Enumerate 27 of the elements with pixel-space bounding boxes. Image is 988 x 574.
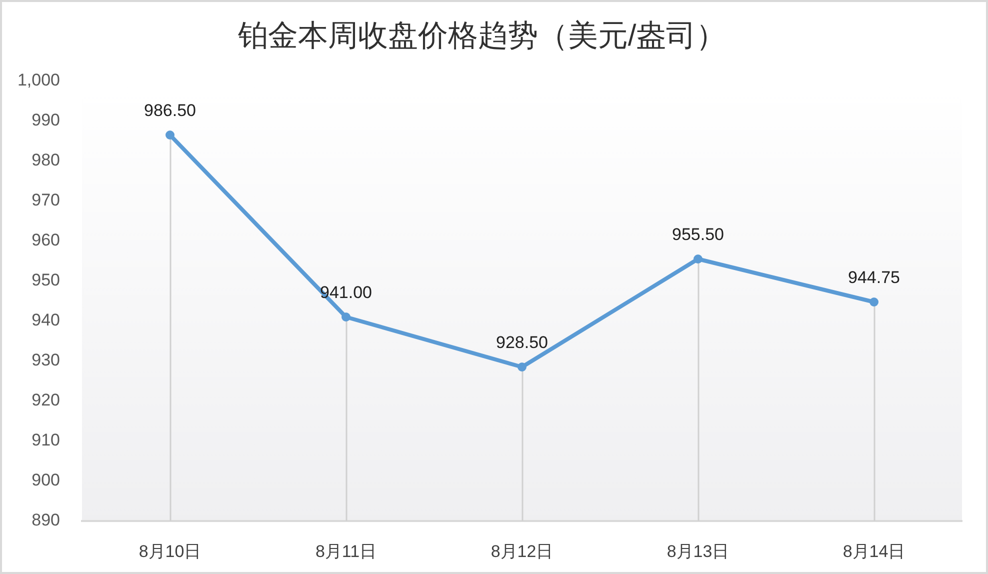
y-tick-label: 930 (32, 350, 60, 370)
x-tick-label: 8月12日 (490, 542, 554, 561)
y-tick-label: 890 (32, 510, 60, 530)
point (342, 312, 350, 322)
y-tick-label: 910 (32, 430, 60, 450)
point (870, 298, 878, 306)
y-tick-label: 900 (32, 470, 60, 490)
x-tick-label: 8月13日 (666, 542, 730, 561)
y-tick-label: 970 (32, 190, 60, 210)
y-tick-label: 960 (32, 230, 60, 250)
y-tick-label: 940 (32, 310, 60, 330)
y-tick-label: 990 (32, 110, 60, 130)
data-label: 944.75 (848, 268, 900, 288)
y-tick-label: 920 (32, 390, 60, 410)
x-tick-label: 8月14日 (842, 542, 906, 561)
x-tick-label: 8月11日 (315, 542, 377, 561)
y-tick-label: 980 (32, 150, 60, 170)
y-tick-label: 1,000 (17, 70, 60, 90)
data-label: 986.50 (144, 101, 196, 120)
chart-title: 铂金本周收盘价格趋势（美元/盎司） (236, 19, 726, 52)
x-tick-label: 8月10日 (138, 542, 202, 561)
point (166, 130, 174, 140)
y-tick-label: 950 (32, 270, 60, 290)
data-label: 928.50 (496, 333, 548, 352)
data-label: 955.50 (672, 225, 724, 244)
point (694, 254, 702, 264)
point (518, 362, 526, 372)
